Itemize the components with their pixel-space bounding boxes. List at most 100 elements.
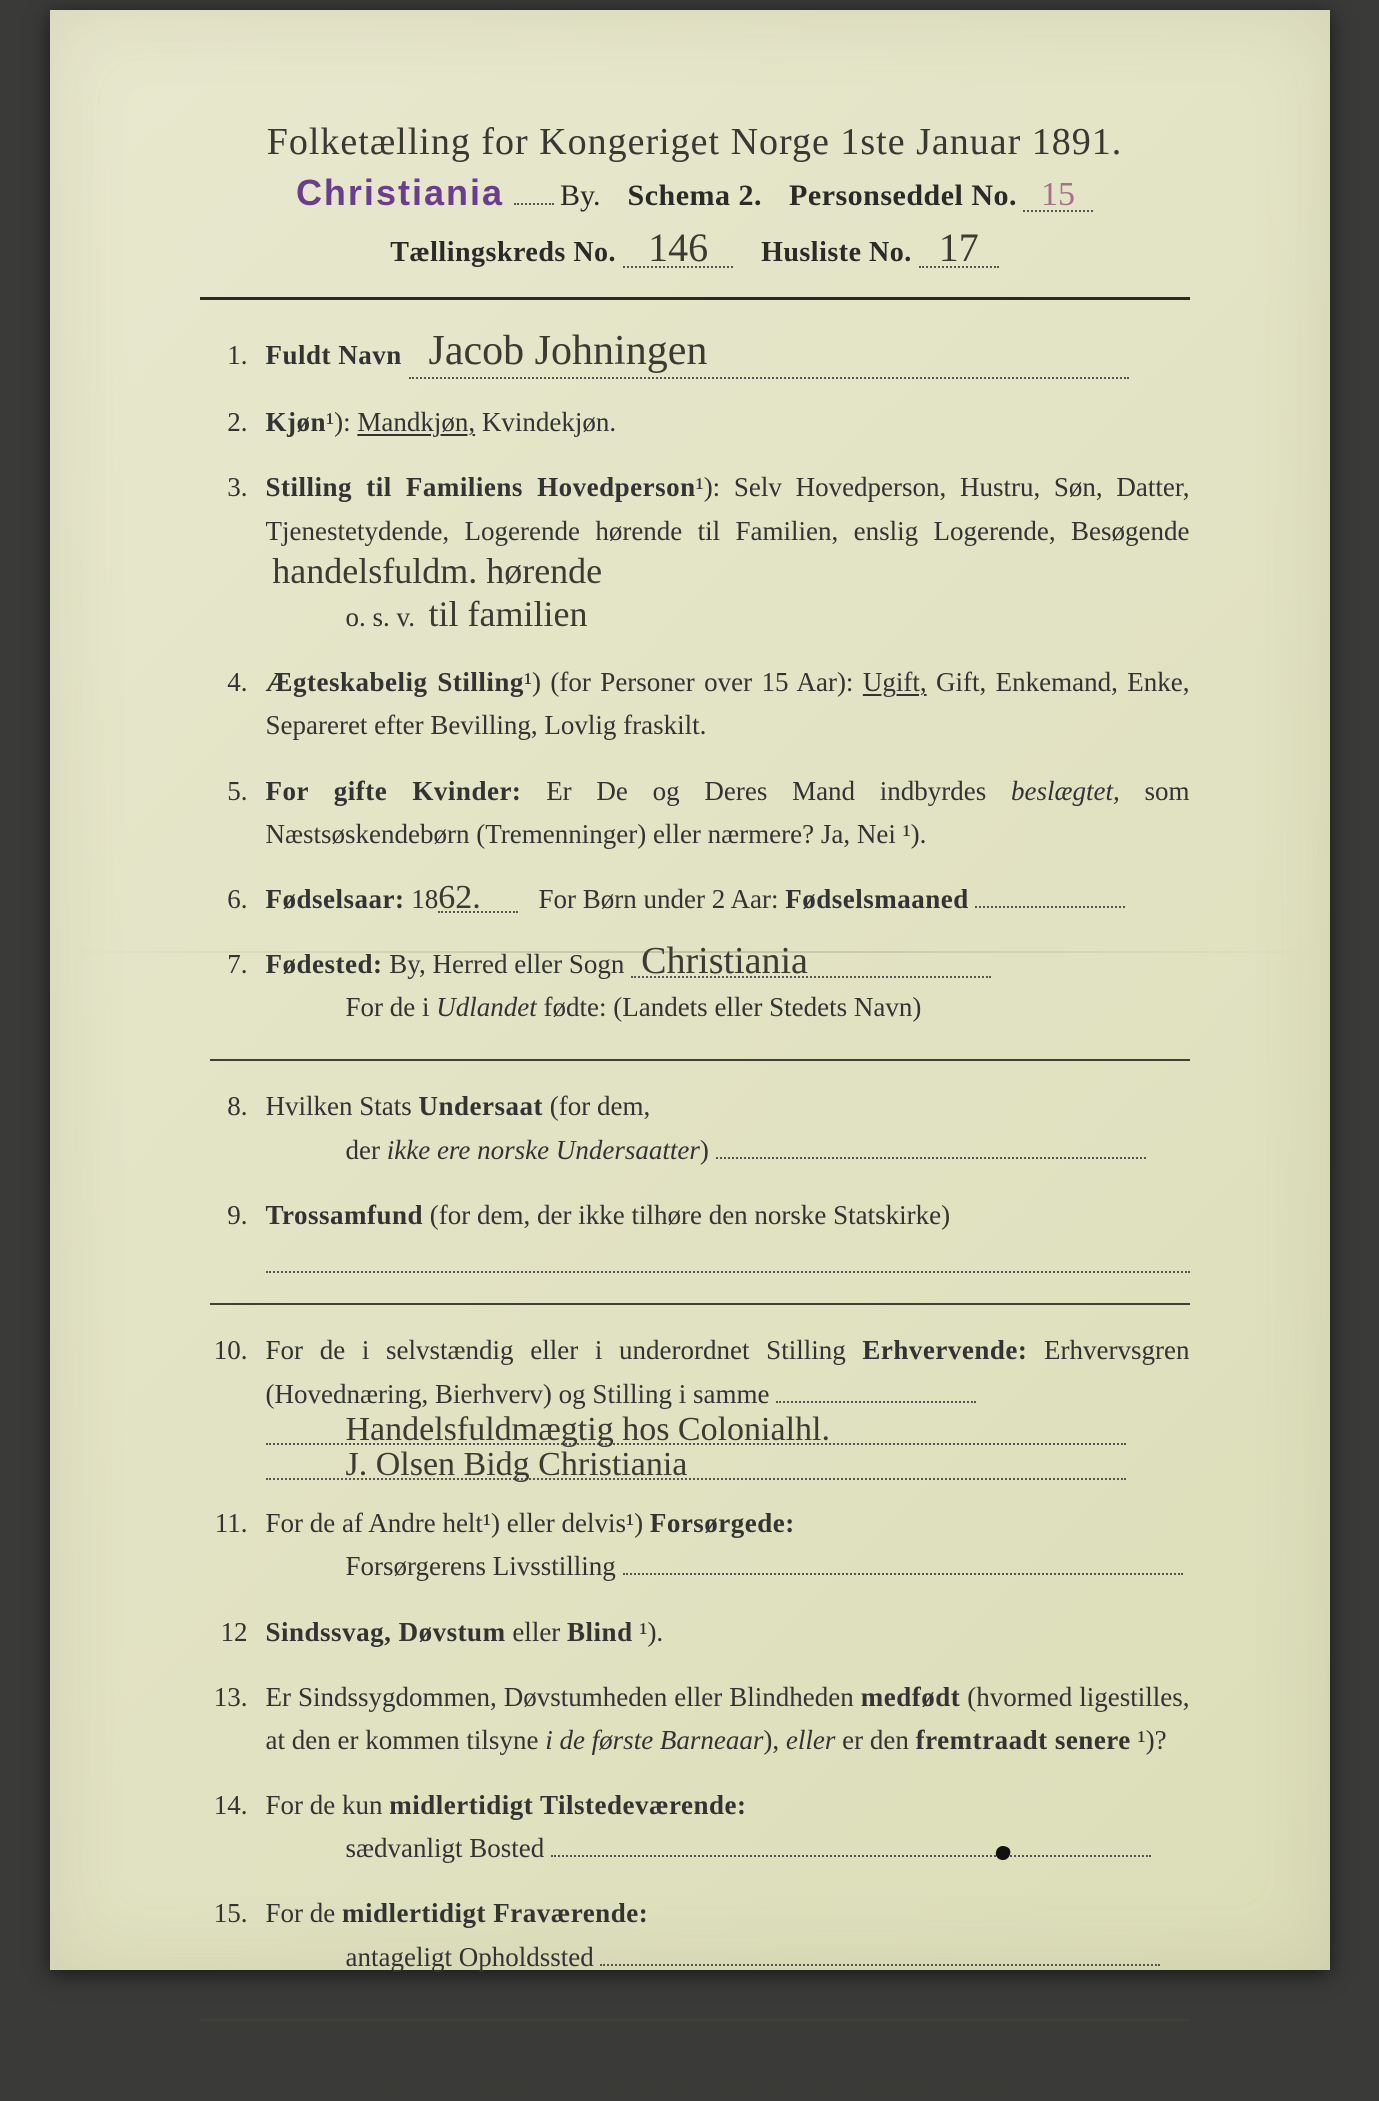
t13a: Er Sindssygdommen, Døvstumheden eller Bl…: [266, 1682, 861, 1712]
t8b: (for dem,: [543, 1091, 650, 1121]
title: Folketælling for Kongeriget Norge 1ste J…: [200, 120, 1190, 164]
t15b: antageligt Opholdssted: [346, 1942, 594, 1972]
item-body: Kjøn¹): Mandkjøn, Kvindekjøn.: [266, 401, 1190, 444]
t13c: ),: [763, 1725, 786, 1755]
subtitle-row: Christiania By. Schema 2. Personseddel N…: [200, 172, 1190, 214]
t8e: ): [700, 1135, 709, 1165]
bosted-line: sædvanligt Bosted: [266, 1827, 1190, 1870]
label-fuldt-navn: Fuldt Navn: [266, 340, 402, 370]
t13i2: eller: [786, 1725, 835, 1755]
item-body: Fødselsaar: 1862. For Børn under 2 Aar: …: [266, 878, 1190, 921]
trossamfund-field: [266, 1241, 1190, 1273]
erhverv-dots: [776, 1401, 976, 1403]
label-sindssvag: Sindssvag, Døvstum: [266, 1617, 506, 1647]
item-12: 12 Sindssvag, Døvstum eller Blind ¹).: [210, 1611, 1190, 1654]
t5b: beslægtet,: [1011, 776, 1120, 806]
item-3: 3. Stilling til Familiens Hovedperson¹):…: [210, 466, 1190, 639]
divider-mid1: [210, 1059, 1190, 1061]
item-num: 7.: [210, 943, 266, 1029]
osv: o. s. v.: [346, 602, 416, 632]
item-15: 15. For de midlertidigt Fraværende: anta…: [210, 1892, 1190, 1978]
label-fodested: Fødested:: [266, 949, 383, 979]
note: ¹):: [326, 407, 351, 437]
label-fodselsaar: Fødselsaar:: [266, 884, 405, 914]
item-8: 8. Hvilken Stats Undersaat (for dem, der…: [210, 1085, 1190, 1171]
form-header: Folketælling for Kongeriget Norge 1ste J…: [200, 120, 1190, 269]
t14a: For de kun: [266, 1790, 390, 1820]
item-num: 2.: [210, 401, 266, 444]
by-label: By.: [560, 179, 601, 213]
item-body: For de af Andre helt¹) eller delvis¹) Fo…: [266, 1502, 1190, 1588]
t7a: For de i: [346, 992, 437, 1022]
item-6: 6. Fødselsaar: 1862. For Børn under 2 Aa…: [210, 878, 1190, 921]
label-blind: Blind: [567, 1617, 633, 1647]
item-11: 11. For de af Andre helt¹) eller delvis¹…: [210, 1502, 1190, 1588]
label-stilling: Stilling til Familiens Hovedperson: [266, 472, 696, 502]
item-num: 1.: [210, 334, 266, 379]
t8d: ikke ere norske Undersaatter: [387, 1135, 700, 1165]
label-aegteskab: Ægteskabelig Stilling: [266, 667, 524, 697]
item-1: 1. Fuldt Navn Jacob Johningen: [210, 334, 1190, 379]
item-body: Fuldt Navn Jacob Johningen: [266, 334, 1190, 379]
item-10: 10. For de i selvstændig eller i underor…: [210, 1329, 1190, 1480]
personseddel-label: Personseddel No.: [789, 179, 1017, 213]
item-body: For de midlertidigt Fraværende: antageli…: [266, 1892, 1190, 1978]
t11a: For de af Andre helt¹) eller delvis¹): [266, 1508, 650, 1538]
opholdssted-field: [600, 1964, 1160, 1966]
item-num: 13.: [210, 1676, 266, 1762]
label-fremtraadt: fremtraadt senere: [916, 1725, 1131, 1755]
label-undersaat: Undersaat: [419, 1091, 544, 1121]
label-kjon: Kjøn: [266, 407, 327, 437]
divider-top: [200, 297, 1190, 300]
opholdssted-line: antageligt Opholdssted: [266, 1936, 1190, 1979]
item-num: 5.: [210, 770, 266, 856]
t13i: i de første Barneaar: [545, 1725, 763, 1755]
erhverv-hand1: Handelsfuldmægtig hos Colonialhl.: [266, 1416, 1126, 1445]
t12: eller: [506, 1617, 567, 1647]
t13d: er den: [835, 1725, 915, 1755]
item-body: Fødested: By, Herred eller Sogn Christia…: [266, 943, 1190, 1029]
item-2: 2. Kjøn¹): Mandkjøn, Kvindekjøn.: [210, 401, 1190, 444]
divider-bottom: [200, 2019, 1190, 2021]
label-fravaerende: midlertidigt Fraværende:: [342, 1898, 648, 1928]
label-gifte-kvinder: For gifte Kvinder:: [266, 776, 522, 806]
aegte-selected: Ugift,: [863, 667, 927, 697]
t5a: Er De og Deres Mand indbyrdes: [546, 776, 1011, 806]
forsorger-line: Forsørgerens Livsstilling: [266, 1545, 1190, 1588]
item-body: For gifte Kvinder: Er De og Deres Mand i…: [266, 770, 1190, 856]
item-num: 11.: [210, 1502, 266, 1588]
paper-crease: [50, 951, 1330, 953]
label-fodselsmaaned: Fødselsmaaned: [785, 884, 969, 914]
item-body: For de i selvstændig eller i underordnet…: [266, 1329, 1190, 1480]
husliste-label: Husliste No.: [761, 237, 912, 268]
item-body: Stilling til Familiens Hovedperson¹): Se…: [266, 466, 1190, 639]
item-num: 15.: [210, 1892, 266, 1978]
item-9: 9. Trossamfund (for dem, der ikke tilhør…: [210, 1194, 1190, 1274]
label-medfodt: medfødt: [861, 1682, 961, 1712]
footnote: ¹) De for hvert Tilfælde passende Ord un…: [200, 2071, 1190, 2101]
bosted-field: [551, 1855, 1151, 1857]
t11b: Forsørgerens Livsstilling: [346, 1551, 616, 1581]
label-tilstedevaerende: midlertidigt Tilstedeværende:: [389, 1790, 746, 1820]
forsorger-field: [623, 1573, 1183, 1575]
t8c: der: [346, 1135, 387, 1165]
t7b: Udlandet: [436, 992, 537, 1022]
item-num: 10.: [210, 1329, 266, 1480]
note12: ¹).: [633, 1617, 664, 1647]
fodested-line2: For de i Udlandet fødte: (Landets eller …: [266, 986, 1190, 1029]
item-13: 13. Er Sindssygdommen, Døvstumheden elle…: [210, 1676, 1190, 1762]
item-body: For de kun midlertidigt Tilstedeværende:…: [266, 1784, 1190, 1870]
note: ¹):: [696, 472, 721, 502]
undersaat-field: [716, 1157, 1146, 1159]
kreds-no: 146: [623, 232, 733, 268]
t15a: For de: [266, 1898, 343, 1928]
erhverv-hand2: J. Olsen Bidg Christiania: [266, 1451, 1126, 1480]
year-value: 62.: [438, 884, 518, 913]
item-14: 14. For de kun midlertidigt Tilstedevære…: [210, 1784, 1190, 1870]
t7: By, Herred eller Sogn: [389, 949, 624, 979]
items-list: 1. Fuldt Navn Jacob Johningen 2. Kjøn¹):…: [200, 334, 1190, 1979]
label-trossamfund: Trossamfund: [266, 1200, 424, 1230]
label-forsorgede: Forsørgede:: [650, 1508, 795, 1538]
note: ¹) (for Personer over 15 Aar):: [524, 667, 854, 697]
city-stamp: Christiania: [296, 172, 504, 214]
